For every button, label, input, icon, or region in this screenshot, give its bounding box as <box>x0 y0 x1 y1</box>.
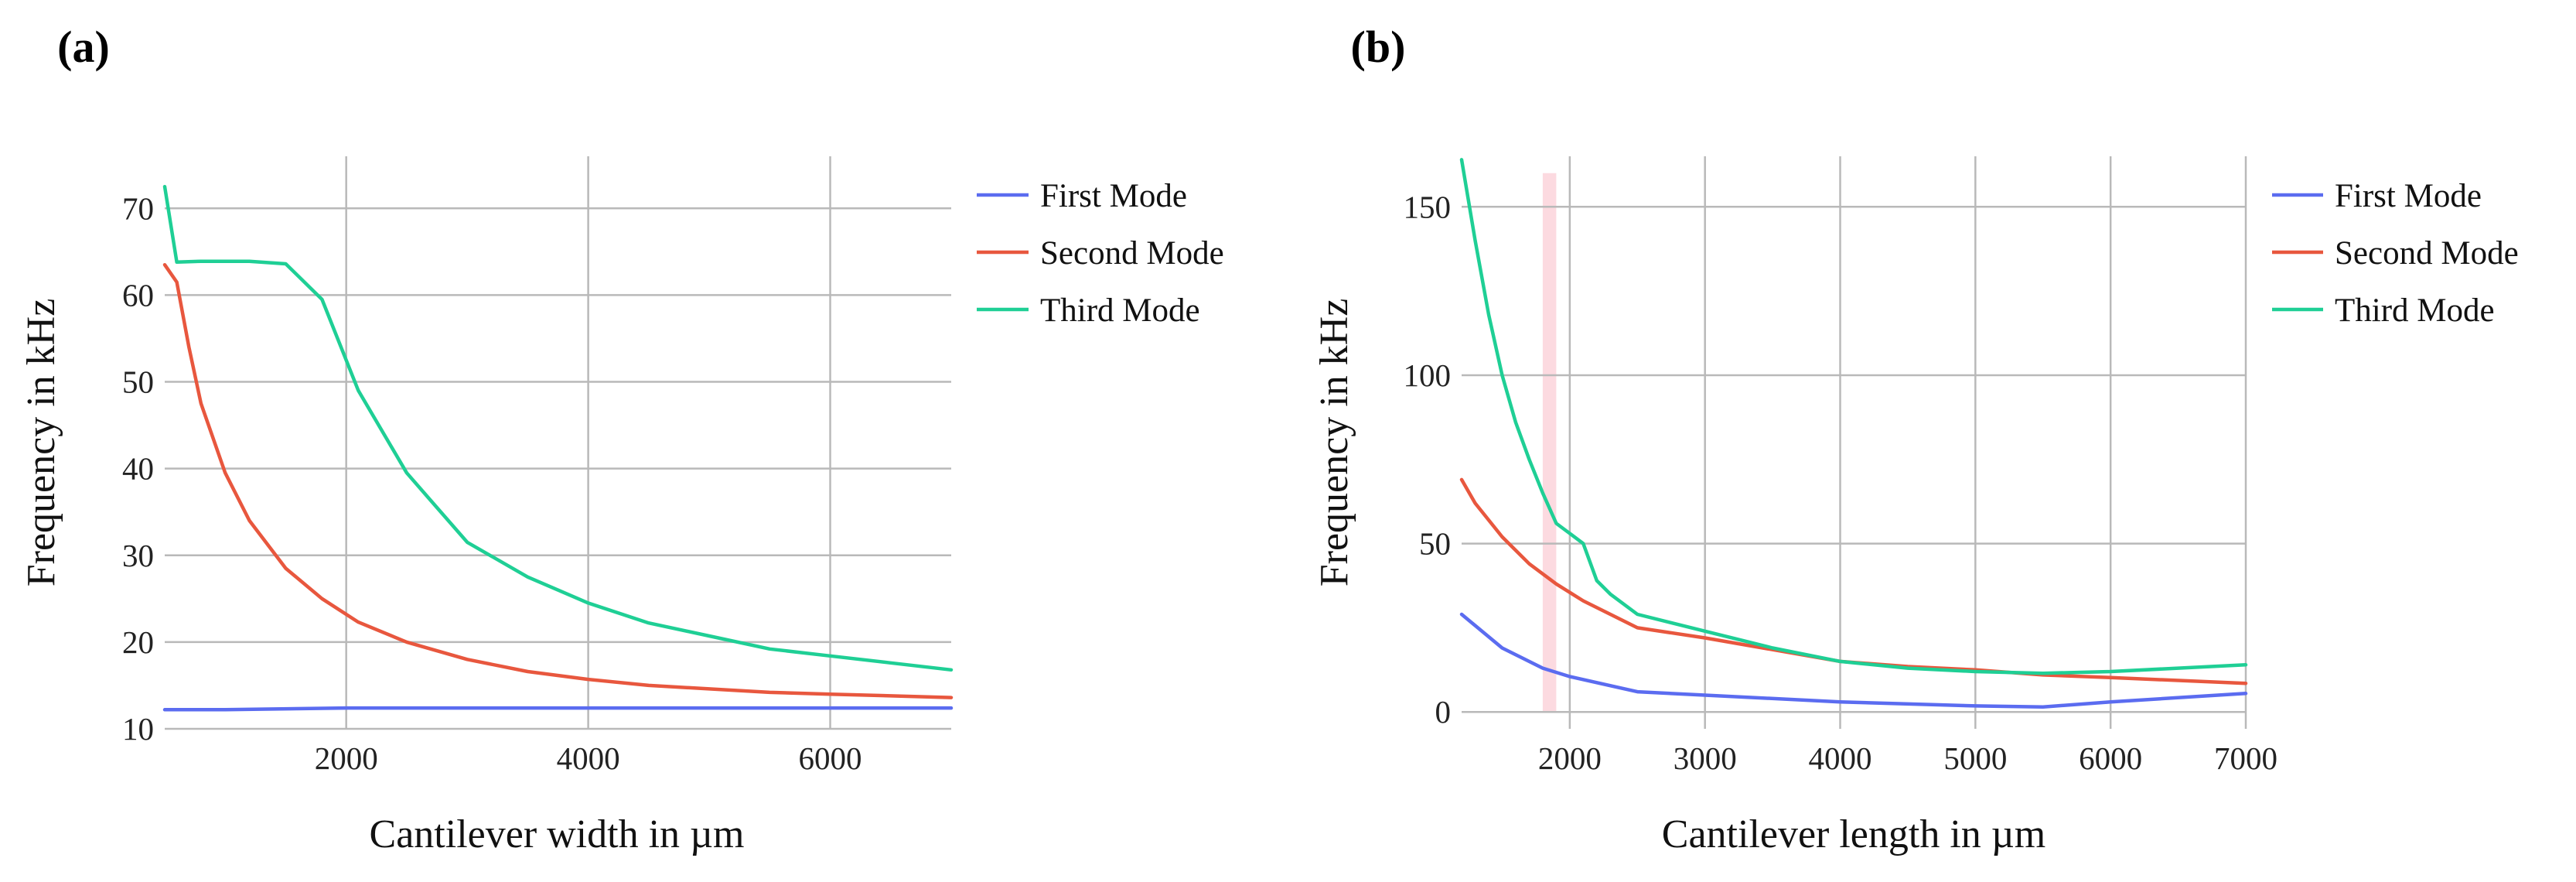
series-line-first-mode <box>162 706 954 712</box>
series-line-third-mode <box>162 184 954 672</box>
y-tick-label: 10 <box>122 711 154 747</box>
y-tick-label: 150 <box>1404 189 1452 224</box>
chart-panel-b: (b) 2000 3000 4000 5000 6000 7000 0 50 100 150 Cant… <box>1312 22 2519 856</box>
y-tick-label: 20 <box>122 624 154 660</box>
x-tick-label: 7000 <box>2214 740 2277 776</box>
panel-label: (b) <box>1351 22 1406 72</box>
x-tick-label: 4000 <box>557 740 620 776</box>
highlight-band <box>1542 173 1557 713</box>
legend-label: First Mode <box>1040 178 1187 214</box>
x-tick-label: 6000 <box>2079 740 2142 776</box>
x-tick-label: 3000 <box>1674 740 1737 776</box>
x-tick-label: 2000 <box>315 740 378 776</box>
x-tick-label: 5000 <box>1943 740 2007 776</box>
series-line-third-mode <box>1459 158 2248 675</box>
series-line-second-mode <box>162 262 954 699</box>
panel-label: (a) <box>57 22 110 72</box>
x-axis-title: Cantilever length in µm <box>1662 812 2045 856</box>
y-tick-label: 30 <box>122 538 154 573</box>
legend-label: Second Mode <box>2335 235 2519 272</box>
y-tick-label: 40 <box>122 451 154 487</box>
legend-label: First Mode <box>2335 178 2482 214</box>
series-line-first-mode <box>1459 612 2248 709</box>
legend-label: Second Mode <box>1040 235 1224 272</box>
series-line-second-mode <box>1459 477 2248 685</box>
x-axis-title: Cantilever width in µm <box>370 812 745 856</box>
y-tick-label: 100 <box>1404 357 1452 393</box>
legend-label: Third Mode <box>1040 292 1200 329</box>
y-tick-label: 70 <box>122 190 154 226</box>
x-tick-label: 2000 <box>1538 740 1602 776</box>
y-tick-label: 50 <box>122 364 154 400</box>
y-tick-label: 50 <box>1419 526 1451 562</box>
y-tick-label: 0 <box>1435 694 1452 730</box>
x-tick-label: 4000 <box>1809 740 1872 776</box>
legend-label: Third Mode <box>2335 292 2495 329</box>
y-tick-label: 60 <box>122 277 154 313</box>
y-axis-title: Frequency in kHz <box>1312 299 1356 587</box>
x-tick-label: 6000 <box>799 740 862 776</box>
chart-panel-a: (a) 2000 4000 6000 10 20 30 40 50 60 70 Cantilever … <box>19 22 1224 856</box>
y-axis-title: Frequency in kHz <box>19 299 63 587</box>
